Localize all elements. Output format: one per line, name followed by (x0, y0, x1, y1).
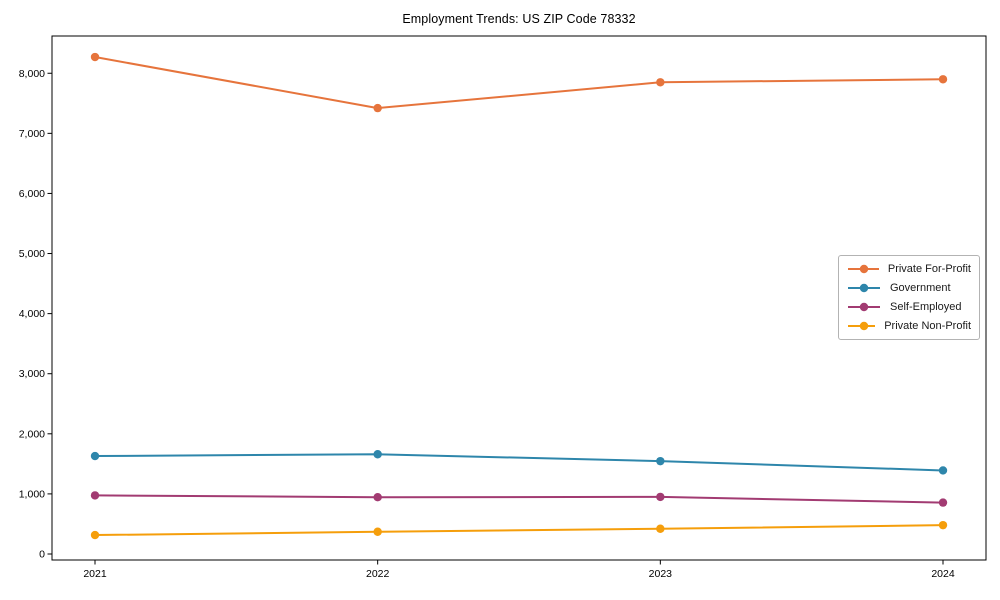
data-point (656, 524, 665, 533)
y-tick-label: 7,000 (19, 128, 45, 140)
legend-label: Government (890, 281, 951, 294)
legend-marker-icon (848, 264, 879, 273)
data-point (373, 450, 382, 459)
data-point (373, 493, 382, 502)
data-point (656, 456, 665, 466)
y-tick-label: 6,000 (19, 188, 45, 200)
series-line-private-for-profit (94, 56, 944, 110)
data-point (373, 103, 382, 113)
x-tick-label: 2021 (83, 568, 107, 580)
data-point (90, 52, 100, 62)
legend-marker-icon (848, 322, 876, 331)
data-point (938, 520, 948, 530)
data-point (373, 527, 382, 536)
y-tick-label: 0 (39, 548, 45, 560)
y-tick-label: 8,000 (19, 68, 45, 80)
x-tick-label: 2023 (649, 568, 673, 580)
data-point (656, 492, 665, 502)
legend-item-government: Government (847, 279, 971, 297)
data-point (938, 498, 948, 507)
y-tick-label: 1,000 (19, 488, 45, 500)
data-point (938, 75, 948, 84)
y-tick-label: 3,000 (19, 368, 45, 380)
legend-marker-icon (848, 283, 880, 293)
x-tick-label: 2022 (366, 568, 390, 580)
data-point (90, 451, 100, 461)
plot-border (51, 35, 987, 561)
legend-item-private-for-profit: Private For-Profit (847, 260, 971, 278)
series-line-private-non-profit (94, 524, 944, 537)
x-tick-label: 2024 (931, 568, 955, 580)
legend-label: Self-Employed (890, 301, 962, 314)
legend-item-self-employed: Self-Employed (847, 298, 971, 316)
legend: Private For-Profit Government Self-Employe… (838, 255, 980, 340)
y-tick-label: 2,000 (19, 428, 45, 440)
legend-marker-icon (848, 302, 880, 312)
data-point (90, 491, 100, 500)
y-tick-label: 4,000 (19, 308, 45, 320)
data-point (90, 530, 100, 540)
series-line-government (94, 453, 944, 472)
data-point (938, 466, 948, 475)
data-point (656, 78, 665, 87)
series-line-self-employed (94, 494, 944, 504)
legend-label: Private For-Profit (887, 262, 971, 275)
chart-title: Employment Trends: US ZIP Code 78332 (402, 12, 636, 26)
legend-item-private-non-profit: Private Non-Profit (847, 317, 971, 335)
y-tick-label: 5,000 (19, 248, 45, 260)
legend-label: Private Non-Profit (884, 320, 971, 333)
